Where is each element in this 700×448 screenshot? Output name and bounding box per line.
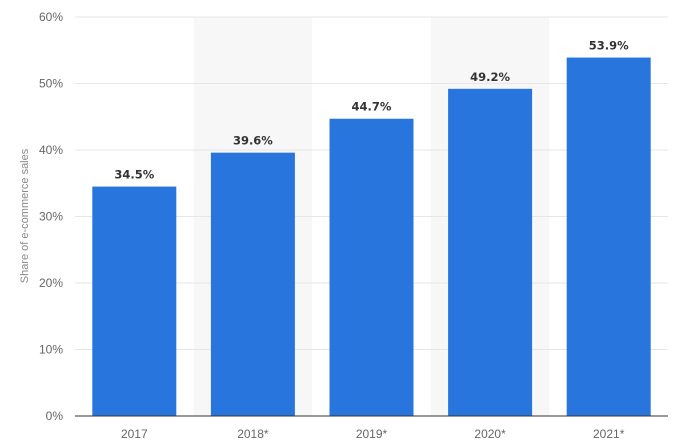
bar-2020 xyxy=(448,88,533,416)
x-tick-label: 2017 xyxy=(121,427,148,441)
x-tick-label: 2019* xyxy=(356,427,388,441)
y-tick-label: 20% xyxy=(39,276,63,290)
bar-2018 xyxy=(210,152,295,416)
bar-2017 xyxy=(92,186,177,416)
data-label: 39.6% xyxy=(233,134,273,148)
bar-2021 xyxy=(566,57,651,416)
x-tick-label: 2021* xyxy=(593,427,625,441)
y-tick-label: 60% xyxy=(39,10,63,24)
data-label: 49.2% xyxy=(470,70,510,84)
data-label: 34.5% xyxy=(114,168,154,182)
y-tick-label: 0% xyxy=(46,409,64,423)
label-layer: 0% 10% 20% 30% 40% 50% 60% 34.5% 2017 39.6% 2018* 4… xyxy=(39,10,629,441)
y-tick-label: 50% xyxy=(39,77,63,91)
y-axis-title: Share of e-commerce sales xyxy=(19,148,31,283)
bar-layer xyxy=(92,57,651,417)
y-tick-label: 40% xyxy=(39,143,63,157)
data-label: 44.7% xyxy=(352,100,392,114)
bar-2019 xyxy=(329,118,414,417)
x-tick-label: 2020* xyxy=(474,427,506,441)
y-tick-label: 10% xyxy=(39,343,63,357)
y-tick-label: 30% xyxy=(39,210,63,224)
data-label: 53.9% xyxy=(589,39,629,53)
x-tick-label: 2018* xyxy=(237,427,269,441)
